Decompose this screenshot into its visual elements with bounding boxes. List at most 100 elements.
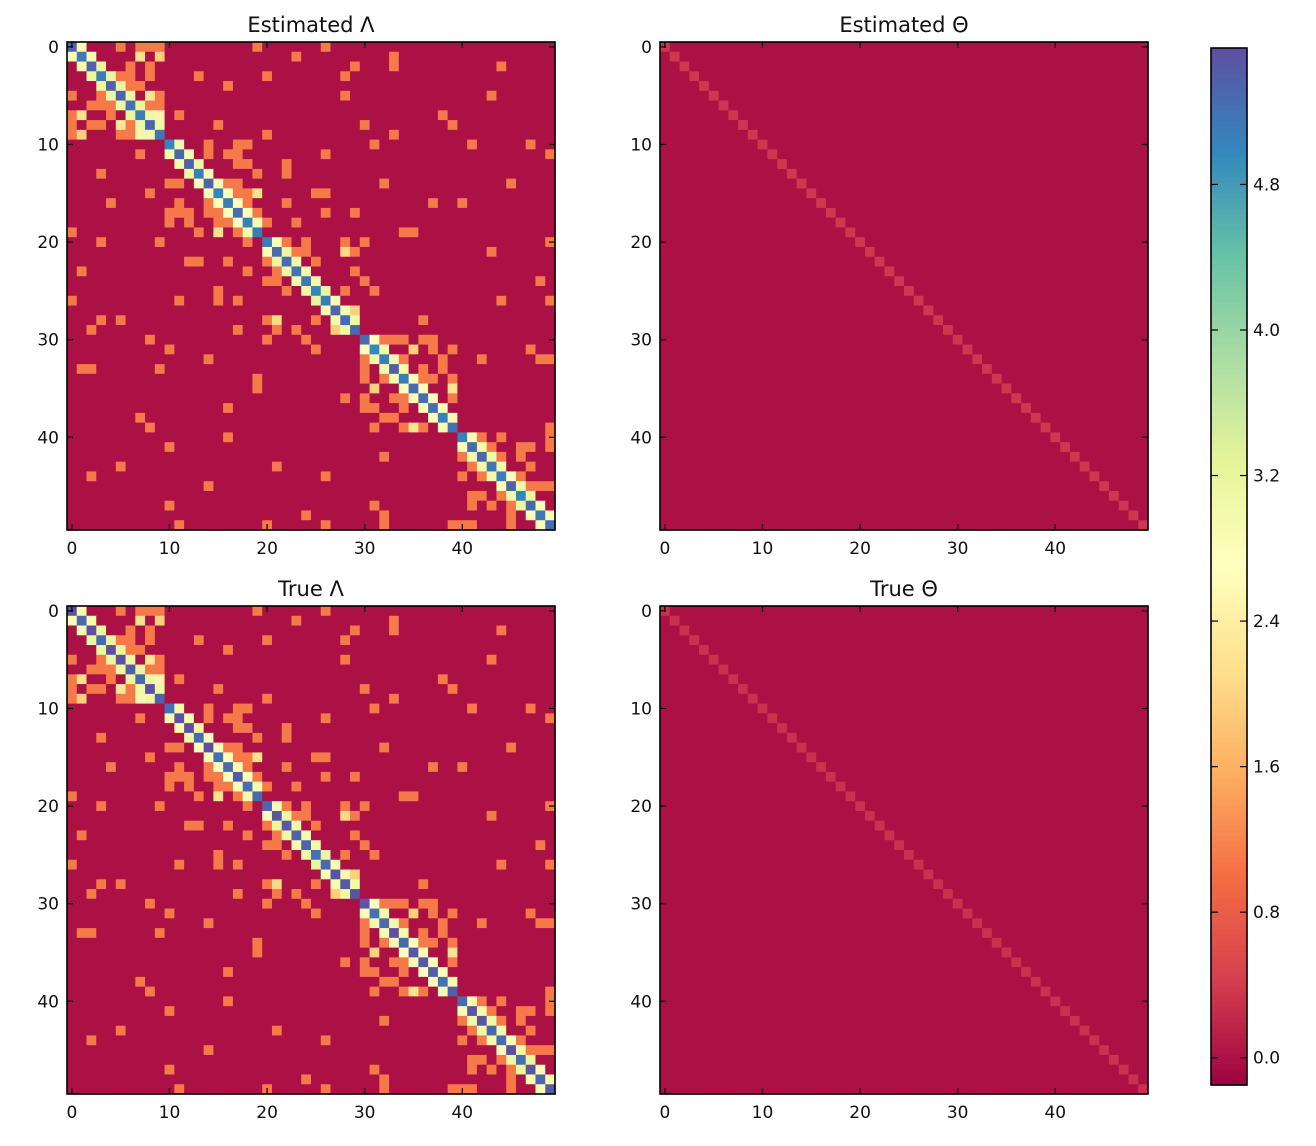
heatmap-cell — [1108, 373, 1120, 385]
heatmap-cell — [806, 471, 817, 482]
heatmap-cell — [525, 217, 537, 229]
heatmap-cell — [106, 188, 117, 199]
heatmap-cell — [184, 51, 195, 63]
heatmap-cell — [437, 266, 449, 277]
heatmap-cell — [943, 207, 954, 219]
heatmap-cell — [437, 207, 449, 219]
heatmap-cell — [757, 71, 768, 82]
heatmap-cell — [777, 139, 788, 150]
heatmap-cell — [164, 510, 175, 521]
heatmap-cell — [923, 51, 934, 63]
heatmap-cell — [281, 315, 293, 326]
heatmap-cell — [982, 325, 993, 336]
heatmap-cell — [115, 451, 127, 463]
heatmap-cell — [767, 305, 778, 316]
heatmap-cell — [660, 188, 671, 199]
heatmap-cell — [1089, 315, 1100, 326]
heatmap-cell — [825, 354, 837, 365]
heatmap-cell — [1050, 305, 1061, 316]
heatmap-cell — [874, 286, 886, 297]
heatmap-cell — [991, 383, 1003, 394]
heatmap-cell — [125, 237, 136, 248]
heatmap-cell — [933, 81, 944, 92]
heatmap-cell — [855, 51, 866, 63]
heatmap-cell — [1040, 490, 1051, 502]
heatmap-cell — [923, 286, 934, 297]
heatmap-cell — [135, 227, 146, 238]
heatmap-cell — [311, 510, 322, 521]
heatmap-cell — [428, 168, 439, 180]
heatmap-cell — [67, 305, 78, 316]
heatmap-cell — [845, 344, 856, 355]
heatmap-cell — [242, 246, 254, 258]
heatmap-cell — [699, 442, 710, 453]
heatmap-cell — [408, 110, 419, 121]
heatmap-cell — [728, 354, 739, 365]
heatmap-cell — [428, 188, 439, 199]
heatmap-cell — [340, 120, 351, 131]
heatmap-cell — [1118, 461, 1130, 473]
heatmap-cell — [437, 90, 449, 102]
heatmap-cell — [184, 217, 195, 229]
heatmap-cell — [67, 266, 78, 277]
heatmap-cell — [86, 442, 97, 453]
heatmap-cell — [476, 237, 488, 248]
heatmap-cell — [962, 159, 973, 170]
heatmap-cell — [825, 120, 837, 131]
heatmap-cell — [369, 217, 380, 229]
heatmap-cell — [115, 246, 127, 258]
heatmap-cell — [291, 490, 302, 502]
heatmap-cell — [708, 81, 720, 92]
heatmap-cell — [699, 325, 710, 336]
heatmap-cell — [982, 149, 993, 160]
heatmap-cell — [757, 139, 768, 150]
heatmap-cell — [486, 305, 498, 316]
heatmap-cell — [689, 383, 700, 394]
heatmap-cell — [1128, 51, 1139, 63]
heatmap-cell — [1060, 198, 1071, 209]
heatmap-cell — [864, 510, 876, 521]
heatmap-cell — [447, 490, 458, 502]
heatmap-cell — [145, 315, 156, 326]
heatmap-cell — [398, 110, 410, 121]
heatmap-cell — [535, 461, 546, 473]
heatmap-cell — [350, 246, 361, 258]
heatmap-cell — [708, 334, 720, 346]
heatmap-cell — [1001, 334, 1012, 346]
heatmap-cell — [845, 168, 856, 180]
heatmap-cell — [408, 71, 419, 82]
heatmap-cell — [923, 325, 934, 336]
heatmap-cell — [223, 344, 234, 355]
heatmap-cell — [437, 383, 449, 394]
heatmap-cell — [1060, 51, 1071, 63]
heatmap-cell — [86, 90, 97, 102]
heatmap-cell — [106, 471, 117, 482]
heatmap-cell — [525, 373, 537, 385]
heatmap-cell — [96, 120, 107, 131]
heatmap-cell — [894, 334, 905, 346]
heatmap-cell — [145, 295, 156, 307]
heatmap-cell — [350, 100, 361, 111]
heatmap-cell — [669, 168, 681, 180]
heatmap-cell — [1138, 207, 1149, 219]
heatmap-cell — [115, 61, 127, 72]
heatmap-cell — [855, 510, 866, 521]
heatmap-cell — [145, 364, 156, 375]
heatmap-cell — [350, 334, 361, 346]
heatmap-cell — [515, 383, 527, 394]
heatmap-cell — [115, 286, 127, 297]
heatmap-cell — [923, 81, 934, 92]
heatmap-cell — [835, 325, 847, 336]
heatmap-cell — [193, 188, 205, 199]
heatmap-cell — [904, 393, 915, 404]
heatmap-cell — [106, 432, 117, 443]
heatmap-cell — [699, 461, 710, 473]
heatmap-cell — [418, 178, 429, 189]
heatmap-cell — [669, 90, 681, 102]
heatmap-cell — [972, 364, 983, 375]
heatmap-cell — [76, 295, 88, 307]
heatmap-cell — [991, 90, 1003, 102]
heatmap-cell — [213, 227, 224, 238]
heatmap-cell — [291, 100, 302, 111]
heatmap-cell — [457, 120, 468, 131]
